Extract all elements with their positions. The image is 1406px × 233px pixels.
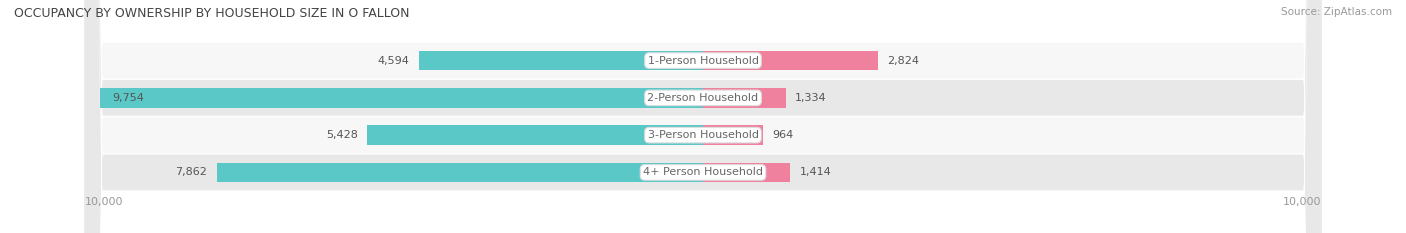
FancyBboxPatch shape — [84, 0, 1322, 233]
Text: 2-Person Household: 2-Person Household — [647, 93, 759, 103]
Text: 1,334: 1,334 — [794, 93, 827, 103]
Text: Source: ZipAtlas.com: Source: ZipAtlas.com — [1281, 7, 1392, 17]
Text: 9,754: 9,754 — [112, 93, 143, 103]
Text: 4,594: 4,594 — [378, 56, 409, 65]
Text: 10,000: 10,000 — [84, 197, 122, 207]
Bar — [217, 163, 703, 182]
Text: 7,862: 7,862 — [176, 168, 207, 177]
Text: 4+ Person Household: 4+ Person Household — [643, 168, 763, 177]
FancyBboxPatch shape — [84, 0, 1322, 233]
Text: 5,428: 5,428 — [326, 130, 359, 140]
Text: 964: 964 — [772, 130, 793, 140]
Text: 1-Person Household: 1-Person Household — [648, 56, 758, 65]
Text: 1,414: 1,414 — [800, 168, 831, 177]
Bar — [703, 163, 790, 182]
FancyBboxPatch shape — [84, 0, 1322, 233]
FancyBboxPatch shape — [84, 0, 1322, 233]
Text: 10,000: 10,000 — [1284, 197, 1322, 207]
Text: 2,824: 2,824 — [887, 56, 920, 65]
Text: OCCUPANCY BY OWNERSHIP BY HOUSEHOLD SIZE IN O FALLON: OCCUPANCY BY OWNERSHIP BY HOUSEHOLD SIZE… — [14, 7, 409, 20]
Text: 3-Person Household: 3-Person Household — [648, 130, 758, 140]
Bar — [100, 88, 703, 108]
Bar — [703, 88, 786, 108]
Bar — [419, 51, 703, 70]
Bar — [367, 125, 703, 145]
Bar — [703, 125, 762, 145]
Bar — [703, 51, 877, 70]
